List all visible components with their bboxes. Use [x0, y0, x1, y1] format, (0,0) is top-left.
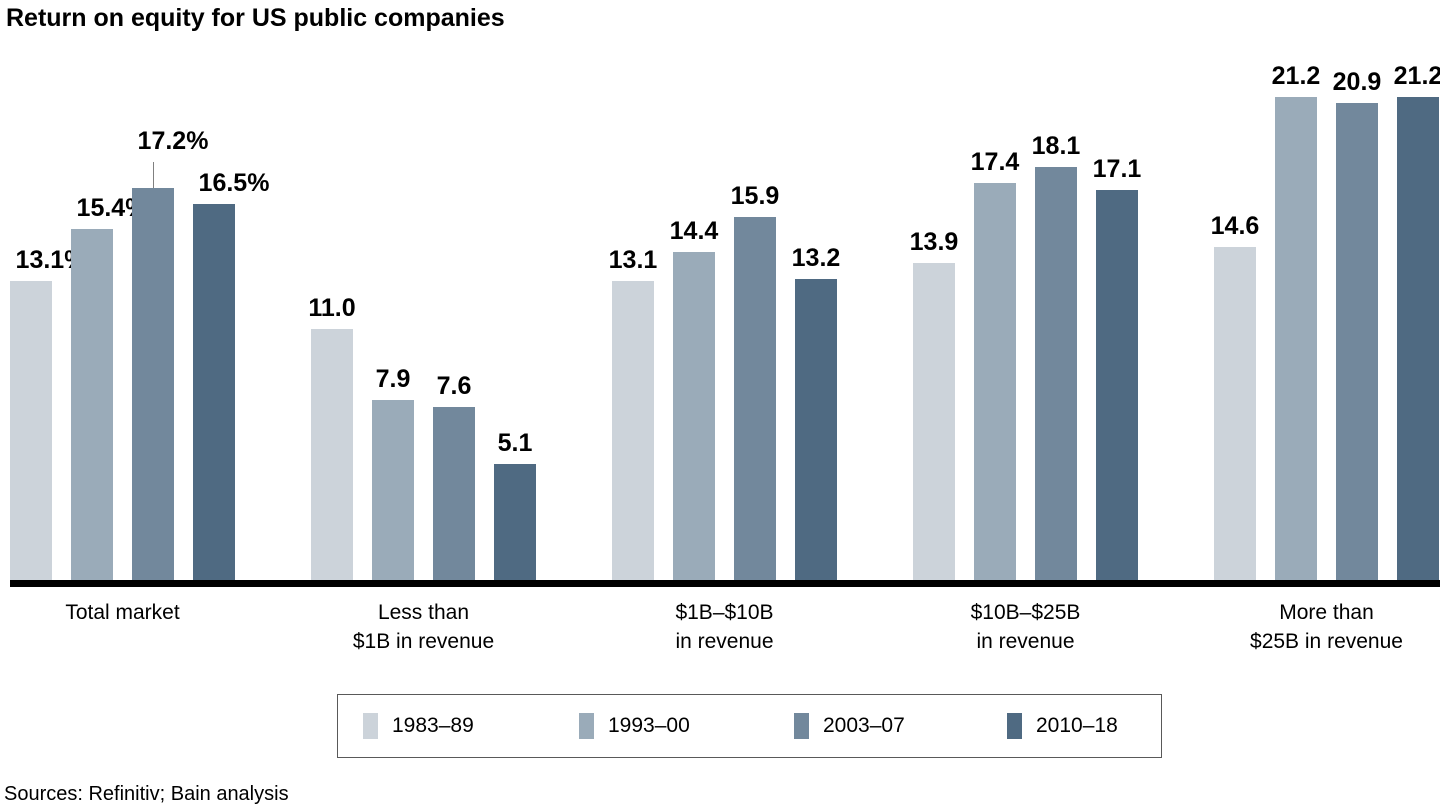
- legend-item: 2010–18: [1007, 695, 1118, 757]
- bar: [372, 400, 414, 580]
- bar-value-label: 18.1: [1031, 132, 1081, 160]
- category-label: Less than $1B in revenue: [352, 601, 495, 653]
- bar: [1397, 97, 1439, 580]
- bar-value-label: 14.6: [1210, 212, 1260, 240]
- bar-value-label: 13.9: [909, 228, 959, 256]
- category-label: $1B–$10B in revenue: [675, 601, 774, 653]
- bar-value-label: 7.9: [375, 365, 411, 393]
- category-label: $10B–$25B in revenue: [970, 601, 1081, 653]
- bar-value-label: 17.1: [1092, 155, 1142, 183]
- x-axis-line: [10, 580, 1440, 587]
- bar: [913, 263, 955, 580]
- legend-item: 1983–89: [363, 695, 474, 757]
- bar: [193, 204, 235, 580]
- bar: [1336, 103, 1378, 580]
- bar-value-label: 13.2: [791, 244, 841, 272]
- bar-value-label: 20.9: [1332, 68, 1382, 96]
- legend-swatch-icon: [579, 713, 594, 739]
- bar-value-label: 16.5%: [198, 169, 270, 197]
- bar-value-label: 21.2: [1393, 62, 1440, 90]
- legend-item-label: 1983–89: [392, 714, 474, 737]
- bar: [132, 188, 174, 580]
- bar-value-label: 7.6: [436, 372, 472, 400]
- bar-value-label: 17.2%: [137, 127, 209, 155]
- bar: [10, 281, 52, 580]
- legend-item-label: 2010–18: [1036, 714, 1118, 737]
- sources-note: Sources: Refinitiv; Bain analysis: [4, 783, 289, 805]
- bar: [1096, 190, 1138, 580]
- callout-leader-line: [153, 162, 154, 188]
- category-label: Total market: [65, 601, 180, 624]
- bar: [734, 217, 776, 580]
- bar-value-label: 17.4: [970, 148, 1020, 176]
- bar: [1275, 97, 1317, 580]
- legend-swatch-icon: [1007, 713, 1022, 739]
- bar-value-label: 5.1: [497, 429, 533, 457]
- plot-area: 13.1% 15.4% 17.2% 16.5% 11.0 7.9 7.6 5.1 13.1 14.…: [10, 62, 1440, 580]
- legend-item: 2003–07: [794, 695, 905, 757]
- bar-value-label: 21.2: [1271, 62, 1321, 90]
- bar-value-label: 11.0: [308, 294, 356, 322]
- bar-value-label: 14.4: [669, 217, 719, 245]
- chart-title: Return on equity for US public companies: [6, 4, 505, 32]
- bar: [1035, 167, 1077, 580]
- legend-item: 1993–00: [579, 695, 690, 757]
- bar: [71, 229, 113, 580]
- legend-item-label: 2003–07: [823, 714, 905, 737]
- bar: [433, 407, 475, 580]
- bar-value-label: 13.1: [608, 246, 658, 274]
- legend: 1983–89 1993–00 2003–07 2010–18: [337, 694, 1162, 758]
- bar: [1214, 247, 1256, 580]
- legend-swatch-icon: [363, 713, 378, 739]
- bar: [311, 329, 353, 580]
- legend-swatch-icon: [794, 713, 809, 739]
- bar: [974, 183, 1016, 580]
- bar: [494, 464, 536, 580]
- legend-item-label: 1993–00: [608, 714, 690, 737]
- bar: [673, 252, 715, 580]
- bar-value-label: 15.9: [730, 182, 780, 210]
- category-label: More than $25B in revenue: [1250, 601, 1403, 653]
- bar: [795, 279, 837, 580]
- bar: [612, 281, 654, 580]
